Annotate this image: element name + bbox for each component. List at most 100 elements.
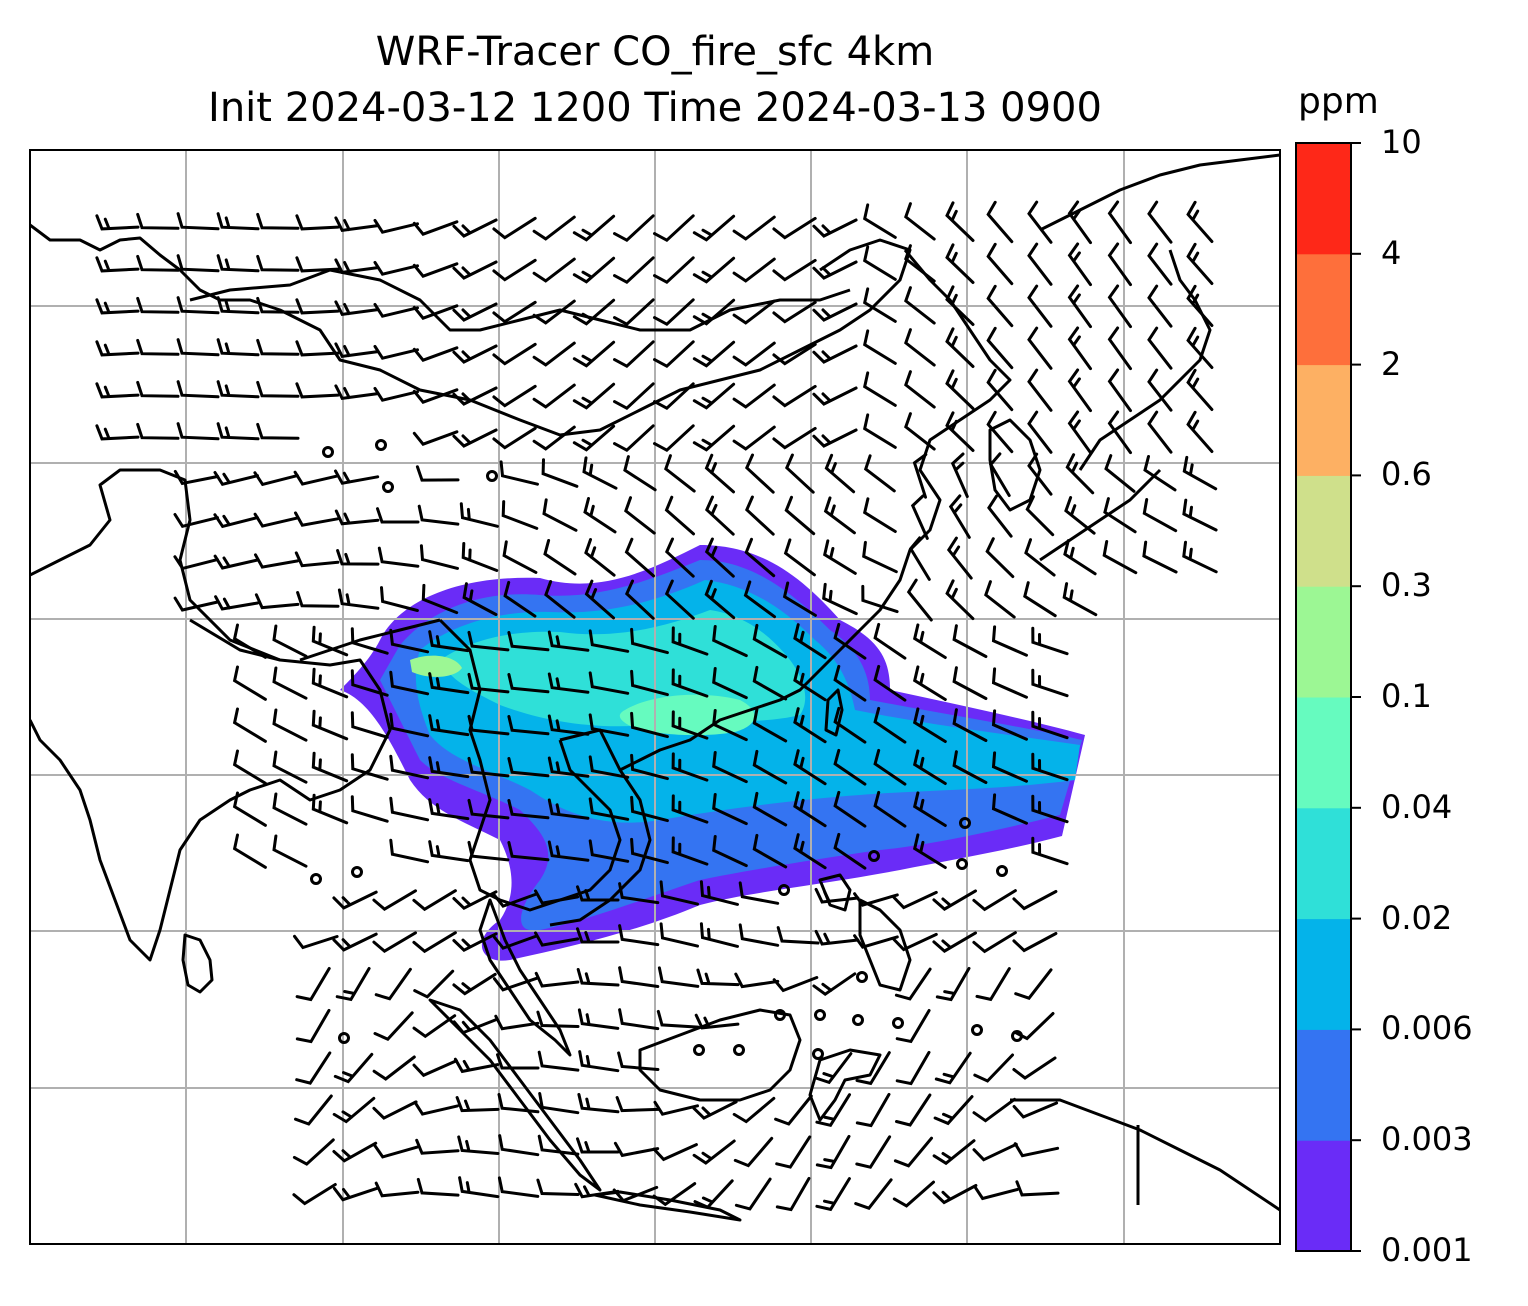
wind-barb	[630, 753, 669, 781]
wind-barb	[1103, 497, 1137, 534]
wind-barb	[412, 304, 459, 320]
wind-barb	[253, 512, 299, 528]
calm-wind-circle	[959, 817, 971, 829]
coastline-java	[593, 1190, 742, 1222]
wind-barb	[373, 386, 419, 402]
wind-barb	[412, 1014, 457, 1039]
wind-barb	[934, 1051, 972, 1085]
wind-barb	[1147, 326, 1173, 370]
wind-barb	[991, 625, 1028, 657]
wind-barb	[946, 536, 973, 580]
wind-barb	[671, 626, 709, 656]
wind-barb	[694, 1013, 740, 1030]
wind-barb	[855, 1051, 891, 1086]
coastline-russia-northeast	[1039, 153, 1280, 232]
calm-wind-circle	[693, 1044, 705, 1056]
wind-barb	[630, 795, 669, 823]
wind-barb	[752, 623, 788, 659]
wind-barb	[582, 456, 618, 490]
wind-barb	[623, 455, 657, 492]
colorbar-ticks	[1351, 142, 1361, 1252]
wind-barb	[738, 881, 780, 905]
wind-barb	[1013, 1142, 1060, 1158]
wind-barb	[657, 966, 700, 988]
wind-barb	[772, 258, 817, 282]
wind-barb	[534, 971, 580, 988]
wind-barb	[588, 629, 630, 653]
wind-barb	[734, 1177, 772, 1211]
wind-barb	[136, 254, 180, 272]
wind-barb	[618, 924, 660, 947]
wind-barb	[653, 256, 695, 285]
coastline-sumatra	[428, 998, 602, 1192]
wind-barb	[547, 630, 590, 652]
wind-barb	[873, 622, 907, 660]
wind-barb	[376, 507, 420, 524]
wind-barb	[492, 426, 537, 450]
wind-barb	[336, 549, 380, 566]
colorbar-segment	[1296, 475, 1351, 587]
wind-barb	[292, 1138, 335, 1166]
coastline-new-guinea	[1010, 1098, 1280, 1212]
calm-wind-circle	[1011, 1030, 1023, 1042]
wind-barb	[908, 536, 931, 581]
calm-wind-circle	[956, 858, 968, 870]
wind-barb	[712, 793, 748, 826]
wind-barb	[389, 712, 430, 738]
wind-barb	[991, 667, 1028, 699]
colorbar-tick-label: 0.003	[1381, 1120, 1473, 1159]
wind-barb	[541, 458, 579, 488]
wind-barb	[932, 1184, 978, 1205]
wind-barb	[455, 1096, 500, 1113]
calm-wind-circle	[774, 1009, 786, 1021]
wind-barb	[492, 300, 537, 324]
wind-barb	[295, 1008, 331, 1044]
coastline-korea-japan	[988, 249, 1212, 562]
wind-barb	[733, 1136, 774, 1168]
wind-barb	[295, 214, 340, 231]
wind-barb	[793, 833, 827, 870]
wind-barb	[373, 302, 419, 318]
wind-barb	[413, 1100, 459, 1116]
wind-barb	[588, 671, 630, 695]
wind-barb	[772, 384, 817, 408]
wind-barb	[732, 1096, 776, 1124]
wind-barb	[630, 837, 669, 865]
wind-barb	[467, 672, 510, 694]
wind-barb	[744, 495, 775, 536]
wind-barb	[815, 1134, 851, 1170]
wind-barb	[704, 537, 735, 578]
wind-barb	[904, 412, 936, 451]
wind-barb	[945, 243, 975, 284]
wind-barb	[334, 300, 380, 317]
wind-barb	[350, 669, 389, 697]
wind-barb	[588, 797, 630, 821]
wind-barb	[254, 593, 300, 610]
wind-barb	[1027, 326, 1053, 370]
coastline-taiwan	[824, 688, 844, 737]
wind-barb	[948, 494, 971, 539]
wind-barb	[452, 260, 498, 280]
colorbar-segment	[1296, 1140, 1351, 1252]
wind-barb	[502, 540, 538, 574]
wind-barb	[653, 214, 695, 243]
wind-barb	[572, 298, 616, 326]
wind-barb	[216, 212, 260, 231]
wind-barb	[912, 453, 928, 499]
wind-barb	[1186, 284, 1214, 327]
wind-barb	[173, 555, 219, 571]
wind-barb	[630, 627, 669, 655]
wind-barb	[389, 838, 430, 864]
wind-barb	[712, 835, 748, 868]
wind-barb	[793, 791, 827, 828]
wind-barb	[1023, 581, 1057, 618]
wind-barb	[467, 798, 510, 820]
wind-barb	[933, 1095, 974, 1126]
map-frame	[29, 149, 1281, 1245]
wind-barb	[176, 422, 220, 441]
plot-title-line-2: Init 2024-03-12 1200 Time 2024-03-13 090…	[208, 85, 1102, 131]
wind-barb	[812, 218, 858, 238]
wind-barb	[1067, 410, 1092, 455]
wind-barb	[1025, 495, 1055, 537]
wind-barb	[904, 286, 936, 325]
